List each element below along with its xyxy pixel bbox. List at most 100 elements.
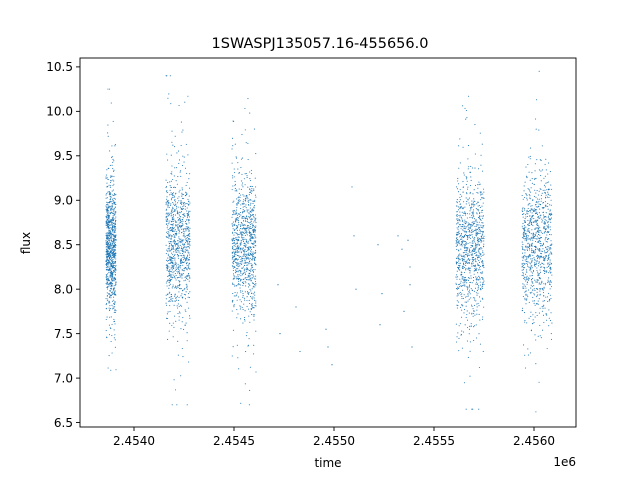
data-point [543, 215, 545, 217]
data-point [248, 201, 250, 203]
data-point [176, 248, 178, 250]
data-point [472, 212, 474, 214]
data-point [172, 206, 174, 208]
data-point [181, 246, 183, 248]
data-point [110, 242, 112, 244]
data-point [467, 300, 469, 302]
data-point [107, 233, 110, 235]
data-point [175, 180, 177, 182]
data-point [468, 267, 470, 269]
data-point [181, 195, 183, 197]
data-point [107, 242, 109, 244]
data-point [463, 227, 465, 229]
data-point [473, 189, 475, 191]
data-point [465, 184, 467, 186]
data-point [111, 224, 113, 226]
data-point [524, 249, 526, 251]
data-point [530, 205, 532, 207]
data-point [457, 249, 459, 251]
data-point [246, 226, 248, 228]
data-point [475, 261, 477, 263]
data-point [243, 237, 245, 239]
data-point [524, 280, 527, 282]
data-point [473, 204, 475, 206]
data-point [253, 231, 255, 233]
data-point [106, 275, 108, 277]
data-point [253, 297, 255, 299]
data-point [456, 220, 458, 222]
x-tick-label: 2.4560 [513, 434, 555, 448]
data-point [237, 219, 239, 221]
data-point [109, 206, 111, 208]
data-point [461, 296, 463, 298]
data-point [113, 278, 116, 280]
data-point [240, 231, 242, 233]
data-point [478, 221, 480, 223]
data-point [529, 269, 531, 271]
data-point [460, 226, 462, 228]
data-point [242, 231, 244, 233]
data-point [469, 236, 471, 238]
data-point [181, 192, 183, 194]
data-point [473, 304, 476, 306]
data-point [181, 218, 183, 221]
data-point [253, 205, 256, 207]
data-point [457, 256, 459, 258]
data-point [180, 210, 182, 213]
data-point [538, 200, 540, 202]
data-point [234, 171, 236, 174]
data-point [252, 257, 254, 260]
data-point [475, 278, 477, 280]
data-point [183, 213, 185, 215]
data-point [524, 239, 526, 241]
data-point [177, 220, 179, 222]
data-point [255, 222, 257, 224]
data-point [111, 218, 113, 221]
data-point [234, 220, 236, 222]
data-point [253, 226, 255, 228]
data-point [538, 198, 540, 200]
data-point [467, 188, 469, 190]
data-point [251, 266, 254, 268]
data-point [237, 313, 239, 315]
data-point [524, 321, 526, 323]
data-point [167, 230, 169, 232]
data-point [530, 258, 532, 260]
data-point [524, 354, 526, 356]
data-point [538, 298, 540, 300]
data-point [114, 193, 116, 196]
data-point [171, 325, 173, 327]
data-point [247, 216, 249, 218]
data-point [166, 236, 168, 238]
data-point [351, 186, 353, 188]
data-point [188, 210, 190, 212]
data-point [114, 293, 116, 295]
data-point [478, 264, 480, 267]
data-point [465, 242, 467, 244]
data-point [187, 213, 189, 215]
data-point [253, 221, 255, 223]
data-point [474, 229, 476, 231]
data-point [236, 294, 238, 296]
data-point [239, 270, 241, 272]
data-point [246, 246, 249, 248]
data-point [529, 190, 531, 192]
data-point [550, 217, 553, 219]
data-point [469, 226, 471, 228]
data-point [522, 228, 525, 230]
data-point [166, 285, 168, 287]
data-point [243, 282, 245, 284]
data-point [541, 218, 543, 220]
data-point [172, 298, 174, 300]
data-point [170, 197, 173, 199]
data-point [110, 282, 112, 284]
data-point [540, 252, 542, 254]
data-point [537, 275, 539, 277]
data-point [534, 178, 536, 180]
data-point [534, 279, 536, 281]
data-point [459, 278, 461, 280]
data-point [174, 186, 177, 189]
data-point [542, 305, 544, 307]
data-point [184, 205, 186, 207]
data-point [113, 192, 115, 195]
